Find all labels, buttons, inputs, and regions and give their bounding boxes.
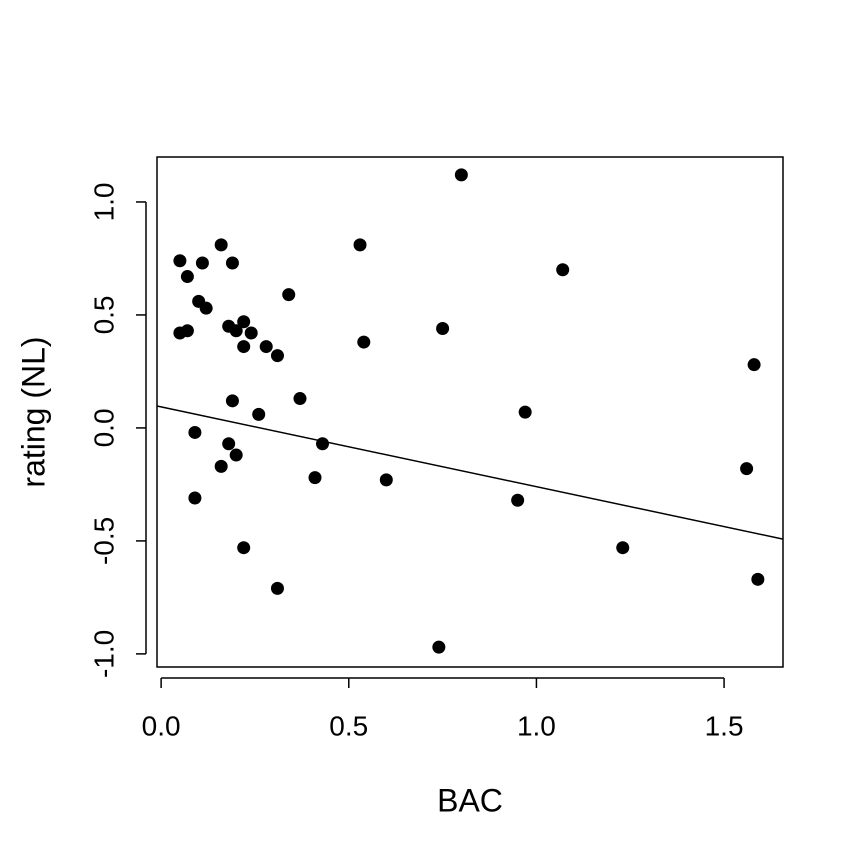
point <box>747 358 761 372</box>
x-tick-label: 1.0 <box>517 710 556 741</box>
point <box>173 254 187 268</box>
point <box>225 394 239 408</box>
point <box>293 392 307 406</box>
regression-line <box>156 405 784 540</box>
y-tick-label: 1.0 <box>88 182 119 221</box>
point <box>237 541 251 555</box>
y-tick-label: 0.5 <box>88 295 119 334</box>
point <box>518 405 532 419</box>
point <box>237 340 251 354</box>
point <box>252 407 266 421</box>
point <box>353 238 367 252</box>
y-axis-label: rating (NL) <box>15 336 51 487</box>
y-tick-label: -0.5 <box>88 517 119 565</box>
point <box>357 335 371 349</box>
point <box>282 288 296 302</box>
x-tick-label: 0.0 <box>142 710 181 741</box>
point <box>270 581 284 595</box>
point <box>214 238 228 252</box>
point <box>308 471 322 485</box>
point <box>379 473 393 487</box>
point <box>511 493 525 507</box>
point <box>454 168 468 182</box>
y-tick-label: -1.0 <box>88 630 119 678</box>
point <box>616 541 630 555</box>
plot-frame <box>156 156 784 668</box>
x-axis-label: BAC <box>437 782 503 818</box>
point <box>180 324 194 338</box>
point <box>214 459 228 473</box>
point <box>188 425 202 439</box>
point <box>556 263 570 277</box>
point <box>316 437 330 451</box>
point <box>244 326 258 340</box>
x-tick-label: 1.5 <box>705 710 744 741</box>
point <box>229 448 243 462</box>
x-tick-label: 0.5 <box>329 710 368 741</box>
point <box>432 640 446 654</box>
point <box>237 315 251 329</box>
point <box>195 256 209 270</box>
point <box>229 324 243 338</box>
point <box>436 322 450 336</box>
point <box>751 572 765 586</box>
y-tick-label: 0.0 <box>88 408 119 447</box>
point <box>270 349 284 363</box>
point <box>259 340 273 354</box>
point <box>180 270 194 284</box>
point <box>740 462 754 476</box>
point <box>225 256 239 270</box>
point <box>222 437 236 451</box>
point <box>199 301 213 315</box>
point <box>188 491 202 505</box>
